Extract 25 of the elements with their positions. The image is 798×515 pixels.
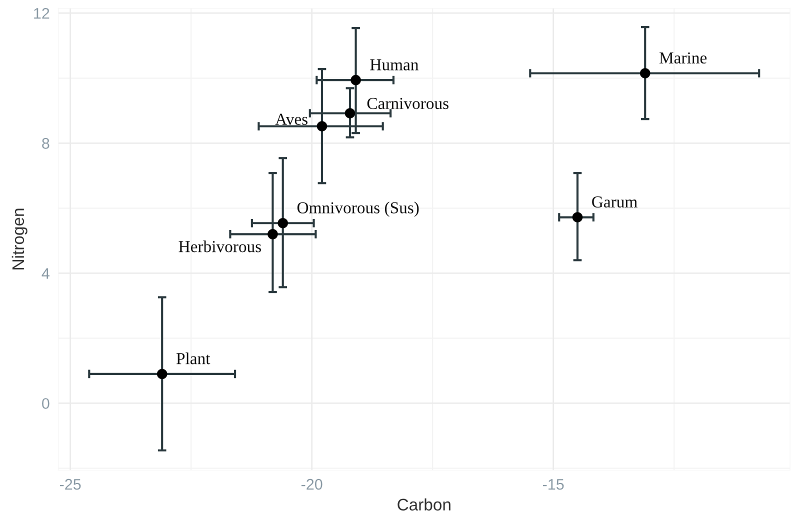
annotation: Aves bbox=[275, 114, 308, 125]
annotation: Garum bbox=[592, 196, 638, 208]
point bbox=[344, 108, 356, 118]
point bbox=[278, 218, 288, 228]
point bbox=[268, 229, 278, 240]
annotation: Carnivorous bbox=[367, 98, 448, 110]
point bbox=[640, 68, 650, 78]
x-axis-title: Carbon bbox=[398, 498, 450, 511]
annotation: Human bbox=[370, 59, 418, 70]
y-tick-label: 12 bbox=[34, 8, 50, 19]
y-tick-label: 8 bbox=[42, 138, 50, 149]
y-tick-label: 4 bbox=[42, 268, 50, 279]
x-tick-label: -20 bbox=[301, 478, 322, 490]
annotation: Herbivorous bbox=[178, 240, 261, 252]
point bbox=[350, 74, 361, 86]
point bbox=[572, 212, 583, 222]
x-tick-label: -15 bbox=[542, 479, 564, 490]
y-axis-title: Nitrogen bbox=[12, 208, 28, 270]
annotation: Omnivorous (Sus) bbox=[297, 202, 419, 217]
point bbox=[156, 368, 168, 380]
y-tick-label: 0 bbox=[42, 398, 50, 409]
annotation: Plant bbox=[176, 352, 210, 364]
point bbox=[316, 121, 328, 132]
x-tick-label: -25 bbox=[60, 478, 81, 490]
annotation: Marine bbox=[659, 52, 707, 64]
